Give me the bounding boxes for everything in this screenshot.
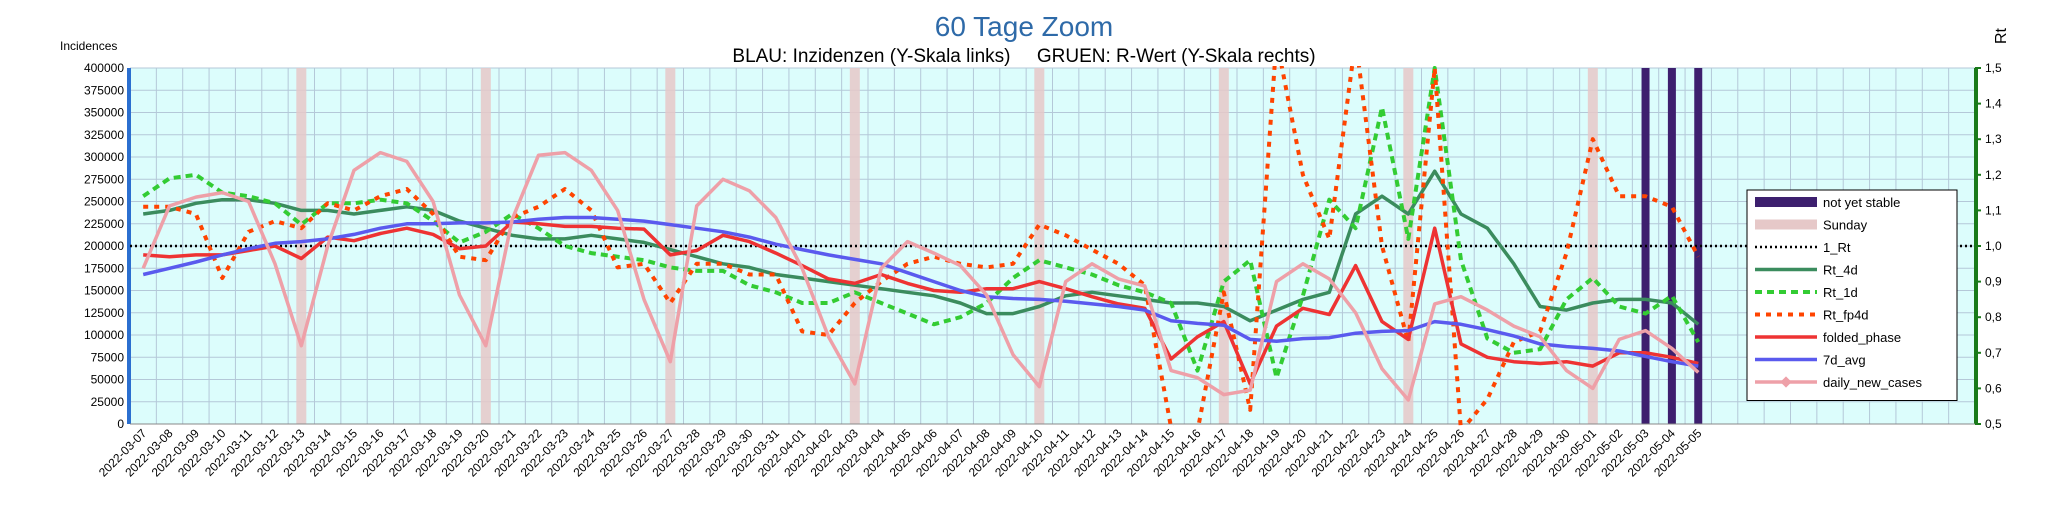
left-tick-label: 175000	[84, 261, 124, 275]
left-tick-label: 225000	[84, 217, 124, 231]
left-tick-label: 375000	[84, 83, 124, 97]
legend-swatch	[1755, 197, 1817, 207]
left-tick-label: 350000	[84, 106, 124, 120]
right-tick-label: 1,3	[1985, 132, 2002, 146]
left-tick-label: 325000	[84, 128, 124, 142]
right-axis-label: Rt	[1993, 27, 2010, 44]
series-group	[130, 66, 1975, 426]
left-tick-label: 200000	[84, 239, 124, 253]
legend-label: Rt_1d	[1823, 285, 1858, 300]
left-tick-label: 25000	[91, 395, 125, 409]
left-tick-label: 125000	[84, 306, 124, 320]
right-tick-label: 0,8	[1985, 310, 2002, 324]
left-tick-label: 0	[117, 417, 124, 431]
legend: not yet stable Sunday 1_Rt Rt_4d Rt_1d Rt_fp4…	[1746, 189, 1958, 401]
left-tick-label: 250000	[84, 195, 124, 209]
not-yet-stable-bar	[1694, 68, 1703, 424]
series-7d_avg-line	[142, 215, 1699, 368]
legend-label: 1_Rt	[1823, 240, 1851, 255]
series-folded_phase-line	[143, 220, 1699, 386]
legend-label: folded_phase	[1823, 330, 1901, 345]
right-tick-label: 1,2	[1985, 168, 2002, 182]
sunday-band	[849, 68, 860, 424]
right-tick-label: 0,7	[1985, 346, 2002, 360]
left-tick-label: 75000	[91, 350, 125, 364]
left-tick-label: 150000	[84, 284, 124, 298]
left-tick-label: 400000	[84, 61, 124, 75]
right-tick-label: 1,0	[1985, 239, 2002, 253]
legend-label: 7d_avg	[1823, 353, 1866, 368]
right-tick-label: 1,4	[1985, 97, 2002, 111]
right-tick-label: 0,5	[1985, 417, 2002, 431]
series-Rt_4d-line	[142, 169, 1700, 326]
left-tick-label: 100000	[84, 328, 124, 342]
legend-label: Rt_fp4d	[1823, 308, 1869, 323]
chart-subtitle: BLAU: Inzidenzen (Y-Skala links) GRUEN: …	[732, 46, 1315, 67]
sunday-band	[1218, 68, 1229, 424]
left-tick-label: 275000	[84, 172, 124, 186]
legend-label: daily_new_cases	[1823, 375, 1923, 390]
plot-area: 0 25000 50000 75000 100000 125000 150000 175000…	[84, 61, 2002, 480]
right-tick-label: 0,9	[1985, 275, 2002, 289]
right-tick-label: 1,5	[1985, 61, 2002, 75]
right-tick-label: 0,6	[1985, 381, 2002, 395]
right-tick-label: 1,1	[1985, 203, 2002, 217]
legend-label: Rt_4d	[1823, 263, 1858, 278]
left-tick-label: 300000	[84, 150, 124, 164]
sunday-band	[1403, 68, 1414, 424]
legend-marker	[1780, 376, 1792, 388]
sunday-band	[1034, 68, 1045, 424]
legend-label: not yet stable	[1823, 195, 1900, 210]
series-Rt_1d-line	[142, 66, 1701, 380]
series-Rt_fp4d-line	[143, 66, 1701, 426]
legend-swatch	[1755, 219, 1817, 230]
left-tick-label: 50000	[91, 373, 125, 387]
legend-label: Sunday	[1823, 218, 1868, 233]
series-daily_new_cases-line	[141, 150, 1700, 402]
chart-title: 60 Tage Zoom	[935, 11, 1114, 42]
sunday-band	[1587, 68, 1598, 424]
left-axis-label: Incidences	[60, 39, 117, 53]
